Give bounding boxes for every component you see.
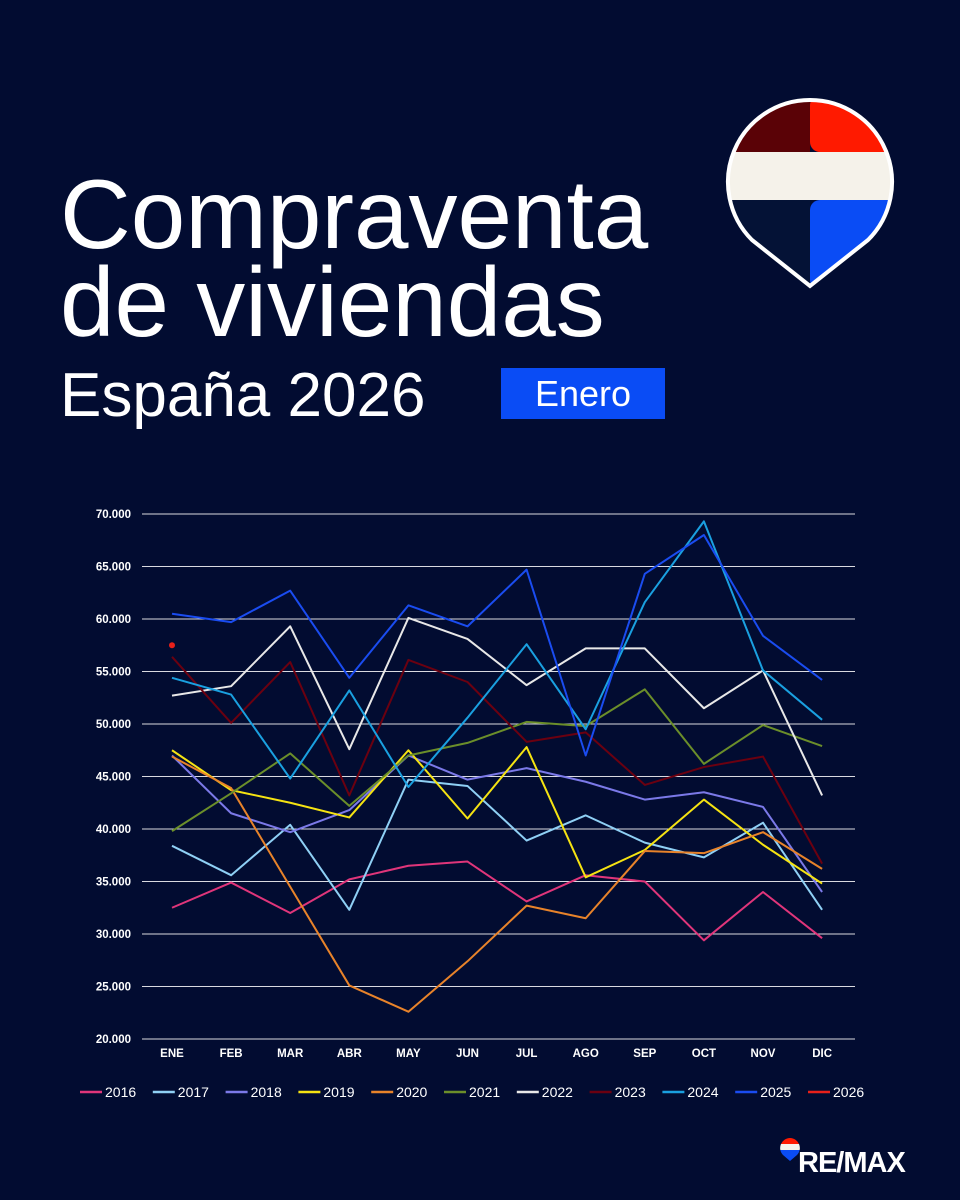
x-tick-label: ABR bbox=[337, 1048, 363, 1060]
y-tick-label: 50.000 bbox=[96, 719, 131, 731]
legend-label: 2017 bbox=[178, 1084, 209, 1100]
y-tick-label: 35.000 bbox=[96, 877, 131, 889]
badge-box bbox=[501, 368, 665, 419]
pin-outline bbox=[726, 97, 894, 289]
x-tick-label: SEP bbox=[633, 1048, 656, 1060]
x-tick-label: MAY bbox=[396, 1048, 421, 1060]
legend-label: 2025 bbox=[760, 1084, 791, 1100]
x-tick-label: JUL bbox=[516, 1048, 538, 1060]
brand-icon bbox=[780, 1138, 800, 1161]
x-tick-label: AGO bbox=[573, 1048, 599, 1060]
line-series bbox=[171, 688, 823, 832]
line-series bbox=[171, 754, 823, 893]
subtitle: España 2026 bbox=[60, 361, 425, 430]
legend-label: 2023 bbox=[615, 1084, 646, 1100]
y-tick-label: 25.000 bbox=[96, 982, 131, 994]
line-series bbox=[171, 746, 823, 885]
x-tick-label: MAR bbox=[277, 1048, 304, 1060]
legend-label: 2026 bbox=[833, 1084, 864, 1100]
x-tick-label: ENE bbox=[160, 1048, 184, 1060]
x-tick-label: FEB bbox=[220, 1048, 243, 1060]
y-tick-label: 45.000 bbox=[96, 772, 131, 784]
legend-label: 2021 bbox=[469, 1084, 500, 1100]
title-line: Compraventa bbox=[60, 159, 649, 269]
x-tick-label: OCT bbox=[692, 1048, 716, 1060]
y-tick-label: 65.000 bbox=[96, 562, 131, 574]
y-tick-label: 40.000 bbox=[96, 824, 131, 836]
legend-label: 2019 bbox=[323, 1084, 354, 1100]
legend-label: 2016 bbox=[105, 1084, 136, 1100]
line-series bbox=[171, 778, 823, 911]
legend-label: 2020 bbox=[396, 1084, 427, 1100]
x-tick-label: NOV bbox=[751, 1048, 776, 1060]
line-series bbox=[171, 616, 824, 796]
x-tick-label: JUN bbox=[456, 1048, 479, 1060]
legend-label: 2024 bbox=[687, 1084, 718, 1100]
line-series bbox=[171, 755, 823, 1013]
y-tick-label: 55.000 bbox=[96, 667, 131, 679]
line-series bbox=[171, 656, 823, 865]
badge: Enero bbox=[535, 373, 631, 414]
legend-label: 2022 bbox=[542, 1084, 573, 1100]
x-tick-label: DIC bbox=[812, 1048, 832, 1060]
brand: RE/MAX bbox=[798, 1147, 906, 1179]
y-tick-label: 70.000 bbox=[96, 509, 131, 521]
y-tick-label: 60.000 bbox=[96, 614, 131, 626]
line-series bbox=[171, 860, 823, 942]
line-series bbox=[171, 534, 823, 757]
y-tick-label: 30.000 bbox=[96, 929, 131, 941]
legend-label: 2018 bbox=[251, 1084, 282, 1100]
y-tick-label: 20.000 bbox=[96, 1034, 131, 1046]
title-line: de viviendas bbox=[60, 247, 605, 357]
line-point bbox=[169, 642, 175, 649]
chart: 20.000 25.000 30.000 35.000 40.000 45.000 50.0… bbox=[80, 509, 864, 1100]
line-series bbox=[171, 520, 823, 788]
